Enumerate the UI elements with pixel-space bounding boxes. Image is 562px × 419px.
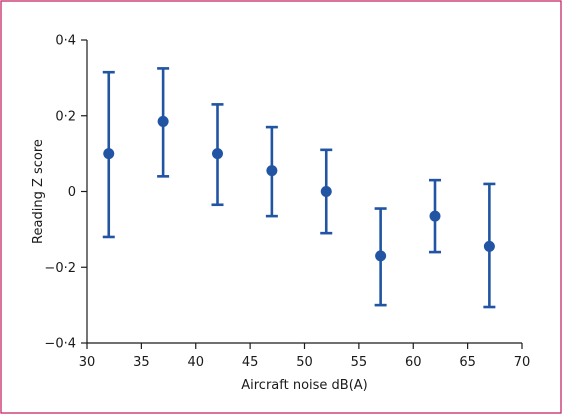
data-point [157, 115, 169, 127]
data-point [320, 186, 332, 197]
x-tick-label: 65 [459, 355, 476, 370]
x-tick-label: 70 [514, 355, 531, 370]
x-axis-title: Aircraft noise dB(A) [241, 378, 368, 393]
x-tick-label: 30 [79, 355, 96, 370]
y-tick-label: −0·4 [44, 337, 76, 352]
data-point [212, 148, 223, 160]
y-tick-label: 0·2 [55, 109, 76, 124]
y-tick-label: −0·2 [44, 261, 76, 276]
x-tick-label: 60 [405, 355, 422, 370]
data-point [266, 165, 278, 177]
x-tick-label: 55 [351, 355, 368, 370]
y-tick-label: 0·4 [55, 34, 76, 49]
axes: −0·4 −0·2 0 0·2 0·4 30 35 40 45 50 55 60 65 70 [44, 34, 530, 371]
x-tick-label: 45 [242, 355, 259, 370]
data-point [483, 240, 495, 252]
error-bars [102, 67, 496, 309]
y-axis-title: Reading Z score [31, 139, 46, 244]
x-tick-label: 35 [133, 355, 150, 370]
x-tick-label: 40 [187, 355, 204, 370]
data-point [429, 210, 441, 222]
x-tick-label: 50 [296, 355, 313, 370]
data-points [103, 115, 495, 262]
data-point [103, 148, 115, 160]
data-point [375, 250, 387, 262]
y-tick-label: 0 [68, 185, 76, 200]
